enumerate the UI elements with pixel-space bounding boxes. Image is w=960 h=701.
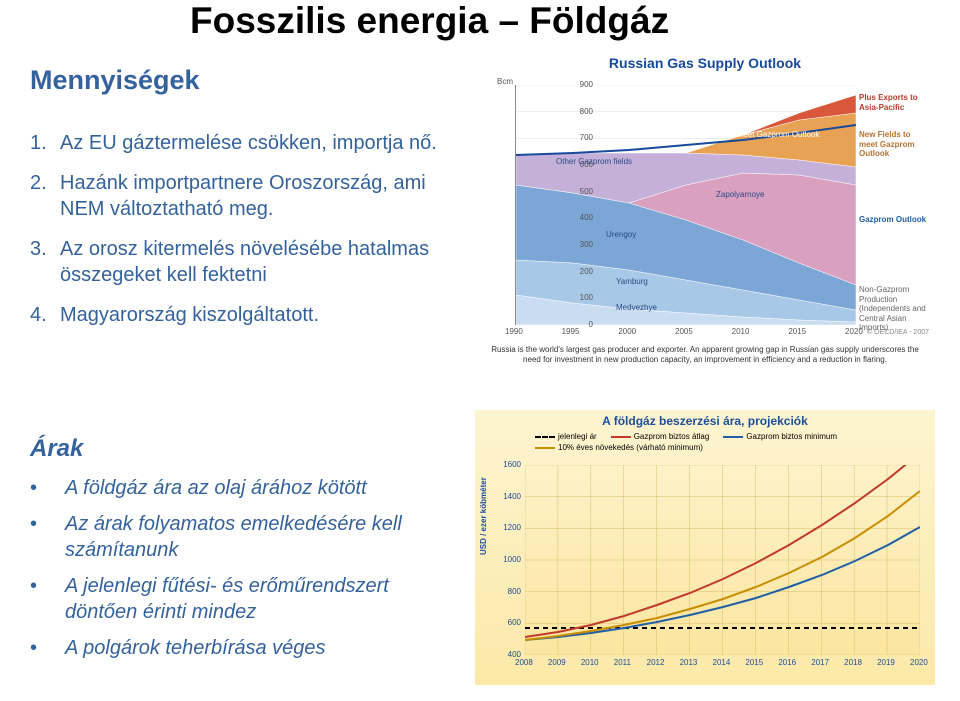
chart1-rlabel-nongazprom: Non-Gazprom Production (Independents and… — [859, 285, 931, 333]
list-item: 3.Az orosz kitermelés növelésébe hatalma… — [30, 236, 450, 288]
heading-quantities: Mennyiségek — [30, 65, 200, 96]
chart1-label-newfields: New Fields to meet Gazprom Outlook — [686, 130, 819, 139]
list-item: 4.Magyarország kiszolgáltatott. — [30, 302, 450, 328]
chart1-right-labels: Plus Exports to Asia-Pacific New Fields … — [859, 85, 931, 325]
list-text: A jelenlegi fűtési- és erőműrendszert dö… — [65, 573, 450, 625]
chart1-source: © OECD/IEA - 2007 — [867, 329, 929, 336]
bullet-icon: • — [30, 511, 65, 563]
list-number: 2. — [30, 170, 60, 222]
chart1-label-other: Other Gazprom fields — [556, 157, 632, 166]
chart1-caption: Russia is the world's largest gas produc… — [483, 345, 927, 365]
chart1-title: Russian Gas Supply Outlook — [475, 55, 935, 71]
chart1-rlabel-exports: Plus Exports to Asia-Pacific — [859, 93, 931, 112]
bullet-icon: • — [30, 475, 65, 501]
list-text: A földgáz ára az olaj árához kötött — [65, 475, 450, 501]
list-text: Az orosz kitermelés növelésébe hatalmas … — [60, 236, 450, 288]
chart2-svg — [525, 465, 920, 655]
chart1-plot-area: Medvezhye Yamburg Urengoy Zapolyarnoye O… — [515, 85, 855, 325]
bullet-icon: • — [30, 573, 65, 625]
list-quantities: 1.Az EU gáztermelése csökken, importja n… — [30, 130, 450, 342]
chart2-title: A földgáz beszerzési ára, projekciók — [475, 410, 935, 428]
chart2-legend: jelenlegi árGazprom biztos átlagGazprom … — [535, 432, 925, 454]
list-number: 3. — [30, 236, 60, 288]
chart1-rlabel-newfields: New Fields to meet Gazprom Outlook — [859, 130, 931, 159]
chart1-svg — [516, 85, 856, 325]
list-item: 2.Hazánk importpartnere Oroszország, ami… — [30, 170, 450, 222]
list-item: •A jelenlegi fűtési- és erőműrendszert d… — [30, 573, 450, 625]
chart1-ylabel: Bcm — [497, 77, 513, 86]
chart1-label-zapolyarnoye: Zapolyarnoye — [716, 190, 764, 199]
list-text: Az árak folyamatos emelkedésére kell szá… — [65, 511, 450, 563]
chart2-plot-area — [525, 465, 920, 655]
list-number: 1. — [30, 130, 60, 156]
list-text: Magyarország kiszolgáltatott. — [60, 302, 450, 328]
chart1-label-yamburg: Yamburg — [616, 277, 648, 286]
slide-title: Fosszilis energia – Földgáz — [190, 0, 669, 42]
chart1-label-medvezhye: Medvezhye — [616, 303, 657, 312]
list-text: A polgárok teherbírása véges — [65, 635, 450, 661]
chart1-rlabel-gazprom: Gazprom Outlook — [859, 215, 926, 225]
list-item: •Az árak folyamatos emelkedésére kell sz… — [30, 511, 450, 563]
list-item: •A polgárok teherbírása véges — [30, 635, 450, 661]
chart-russian-gas-supply: Russian Gas Supply Outlook Bcm Medvezhye… — [475, 55, 935, 395]
list-item: 1.Az EU gáztermelése csökken, importja n… — [30, 130, 450, 156]
list-text: Hazánk importpartnere Oroszország, ami N… — [60, 170, 450, 222]
list-prices: •A földgáz ára az olaj árához kötött •Az… — [30, 475, 450, 671]
chart2-ylabel: USD / ezer köbméter — [479, 477, 488, 555]
bullet-icon: • — [30, 635, 65, 661]
heading-prices: Árak — [30, 435, 83, 463]
chart1-label-urengoy: Urengoy — [606, 230, 636, 239]
list-item: •A földgáz ára az olaj árához kötött — [30, 475, 450, 501]
chart-gas-price-projections: A földgáz beszerzési ára, projekciók jel… — [475, 410, 935, 685]
list-text: Az EU gáztermelése csökken, importja nő. — [60, 130, 450, 156]
list-number: 4. — [30, 302, 60, 328]
